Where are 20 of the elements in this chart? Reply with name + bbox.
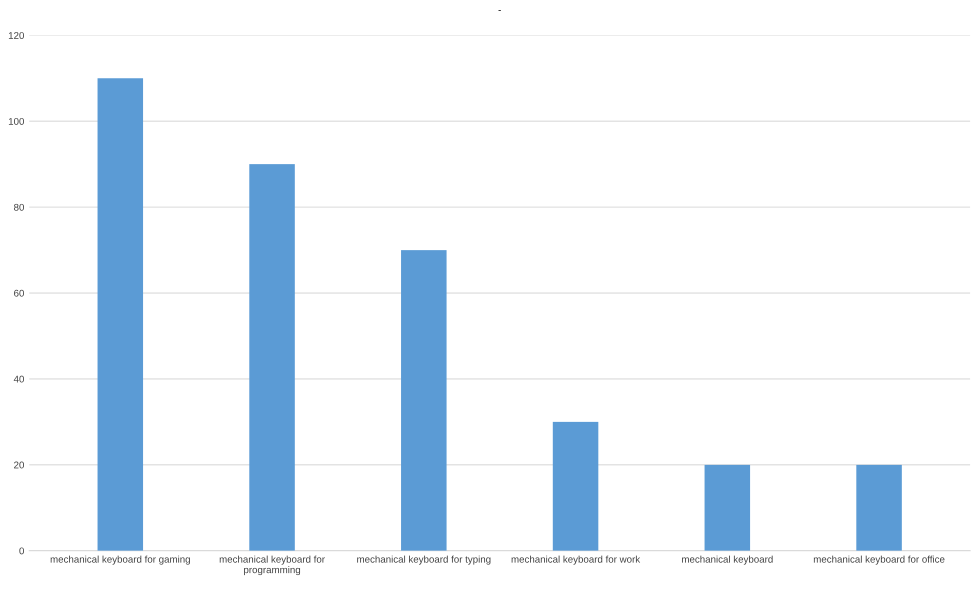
bar (98, 78, 144, 551)
y-tick-label: 20 (14, 462, 24, 468)
y-tick-label: 40 (14, 376, 24, 383)
chart-title: - (498, 10, 501, 11)
x-tick-label: mechanical keyboard (682, 556, 773, 565)
x-tick-label: mechanical keyboard for programming (220, 556, 325, 576)
x-tick-label: mechanical keyboard for work (512, 556, 640, 565)
x-tick-label: mechanical keyboard for gaming (50, 556, 190, 565)
x-tick-label: mechanical keyboard for office (814, 556, 944, 565)
y-tick-label: 80 (14, 204, 24, 211)
bar (704, 464, 750, 551)
bar (401, 250, 447, 551)
y-tick-label: 120 (8, 32, 24, 39)
bar (856, 464, 902, 551)
y-tick-label: 0 (19, 547, 24, 554)
bar (249, 164, 295, 551)
y-tick-label: 100 (8, 118, 24, 125)
x-tick-label: mechanical keyboard for typing (357, 556, 490, 565)
y-tick-label: 60 (14, 290, 24, 297)
bar (552, 422, 598, 551)
